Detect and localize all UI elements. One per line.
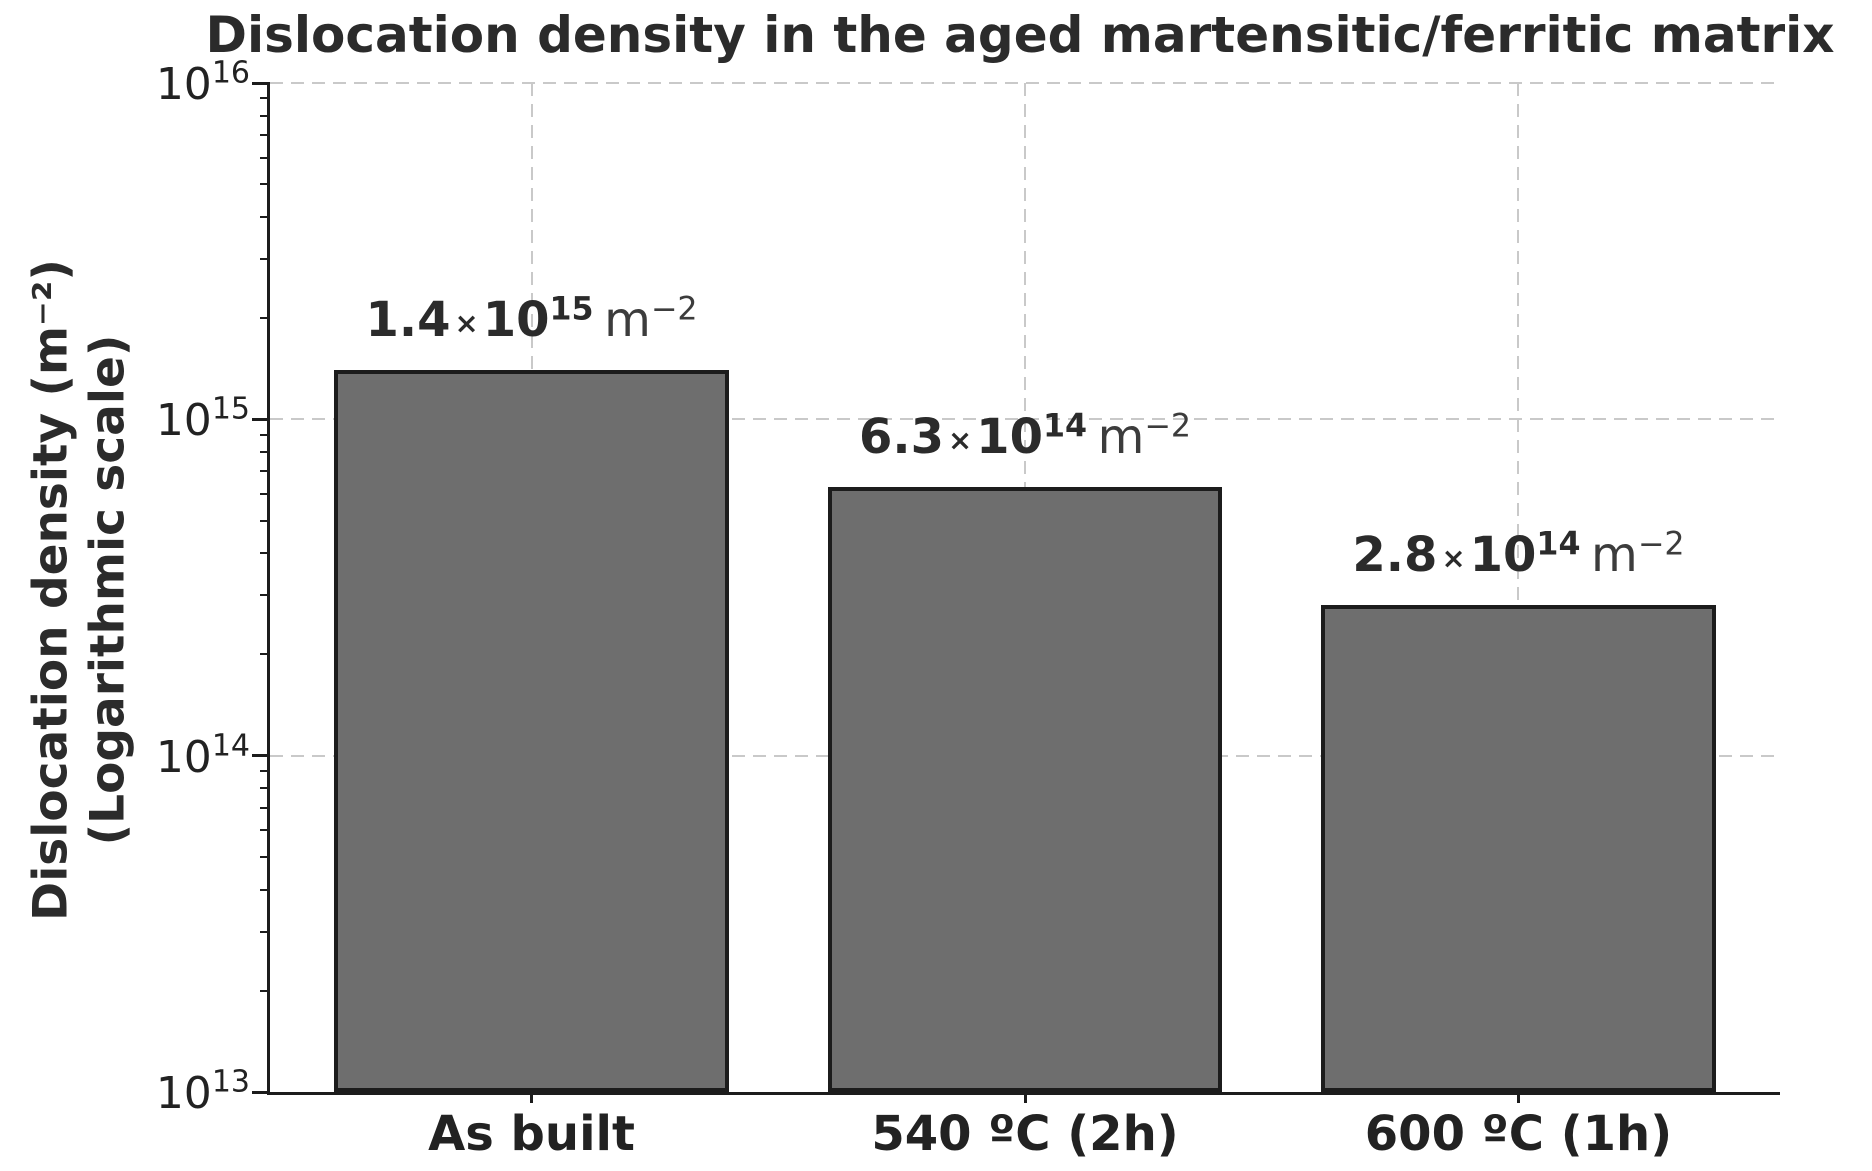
x-tick-label: As built: [428, 1106, 635, 1162]
bar-annotation: 2.8 ×1014 m−2: [1352, 529, 1684, 579]
y-minor-tick: [260, 653, 270, 656]
y-tick-base: 10: [155, 59, 212, 110]
multiplication-sign: ×: [454, 306, 479, 341]
chart-title: Dislocation density in the aged martensi…: [205, 6, 1835, 64]
annotation-unit: m: [604, 292, 651, 349]
y-major-tick: [252, 754, 270, 758]
x-tick: [1023, 1092, 1027, 1103]
y-minor-tick: [260, 97, 270, 100]
y-axis-label-line2: (Logarithmic scale): [81, 334, 136, 846]
y-minor-tick: [260, 770, 270, 773]
y-minor-tick: [260, 930, 270, 933]
y-major-tick: [252, 417, 270, 421]
y-tick-base: 10: [155, 395, 212, 447]
multiplication-sign: ×: [1441, 541, 1466, 576]
y-tick-label: 1015: [100, 394, 250, 443]
y-minor-tick: [260, 317, 270, 320]
y-minor-tick: [260, 829, 270, 832]
y-minor-tick: [260, 806, 270, 809]
annotation-unit-exponent: −2: [1637, 526, 1685, 563]
y-axis-label-line1: Dislocation density (m⁻²): [23, 259, 79, 921]
bar-annotation: 1.4 ×1015 m−2: [365, 294, 697, 344]
y-axis-label: Dislocation density (m⁻²) (Logarithmic s…: [23, 259, 138, 921]
y-minor-tick: [260, 156, 270, 159]
annotation-mantissa: 2.8: [1352, 527, 1438, 584]
annotation-unit-exponent: −2: [1144, 408, 1192, 445]
bar-1: [334, 370, 729, 1092]
y-tick-exponent: 15: [211, 391, 250, 427]
y-minor-tick: [260, 183, 270, 186]
y-minor-tick: [260, 257, 270, 260]
y-minor-tick: [260, 134, 270, 137]
y-minor-tick: [260, 519, 270, 522]
plot-area: 1013 1014 1015 1016 As built 1.4 ×1015 m−2 540 º…: [156, 58, 1780, 1158]
v-gridline: [1517, 83, 1520, 1092]
annotation-unit-exponent: −2: [650, 291, 698, 328]
annotation-base: 10: [482, 292, 550, 349]
y-tick-label: 1013: [100, 1067, 250, 1116]
y-tick-exponent: 13: [211, 1064, 250, 1100]
multiplication-sign: ×: [948, 422, 973, 457]
annotation-base: 10: [976, 408, 1043, 465]
x-tick-label: 540 ºC (2h): [871, 1106, 1179, 1162]
annotation-unit: m: [1097, 408, 1145, 465]
y-tick-exponent: 14: [211, 728, 250, 764]
y-tick-base: 10: [155, 731, 212, 783]
y-minor-tick: [260, 594, 270, 597]
annotation-exponent: 15: [549, 291, 594, 328]
x-tick-label: 600 ºC (1h): [1364, 1106, 1673, 1162]
y-tick-label: 1014: [100, 731, 250, 780]
x-tick: [530, 1092, 534, 1103]
y-major-tick: [252, 1090, 270, 1094]
y-major-tick: [252, 81, 270, 85]
bar-3: [1321, 605, 1716, 1092]
y-minor-tick: [260, 450, 270, 453]
annotation-mantissa: 6.3: [858, 408, 944, 465]
x-tick: [1516, 1092, 1520, 1103]
y-minor-tick: [260, 552, 270, 555]
y-tick-base: 10: [155, 1068, 212, 1119]
y-minor-tick: [260, 114, 270, 117]
y-minor-tick: [260, 492, 270, 495]
y-minor-tick: [260, 787, 270, 790]
bar-2: [827, 486, 1223, 1092]
annotation-exponent: 14: [1042, 408, 1088, 445]
y-minor-tick: [260, 470, 270, 473]
y-tick-exponent: 16: [211, 55, 250, 91]
annotation-unit: m: [1591, 527, 1638, 584]
y-tick-label: 1016: [100, 58, 250, 107]
y-minor-tick: [260, 855, 270, 858]
bar-annotation: 6.3 ×1014 m−2: [859, 411, 1191, 461]
y-minor-tick: [260, 888, 270, 891]
y-minor-tick: [260, 433, 270, 436]
annotation-exponent: 14: [1536, 526, 1581, 563]
annotation-mantissa: 1.4: [365, 292, 451, 349]
y-minor-tick: [260, 989, 270, 992]
y-minor-tick: [260, 215, 270, 218]
annotation-base: 10: [1469, 527, 1537, 584]
